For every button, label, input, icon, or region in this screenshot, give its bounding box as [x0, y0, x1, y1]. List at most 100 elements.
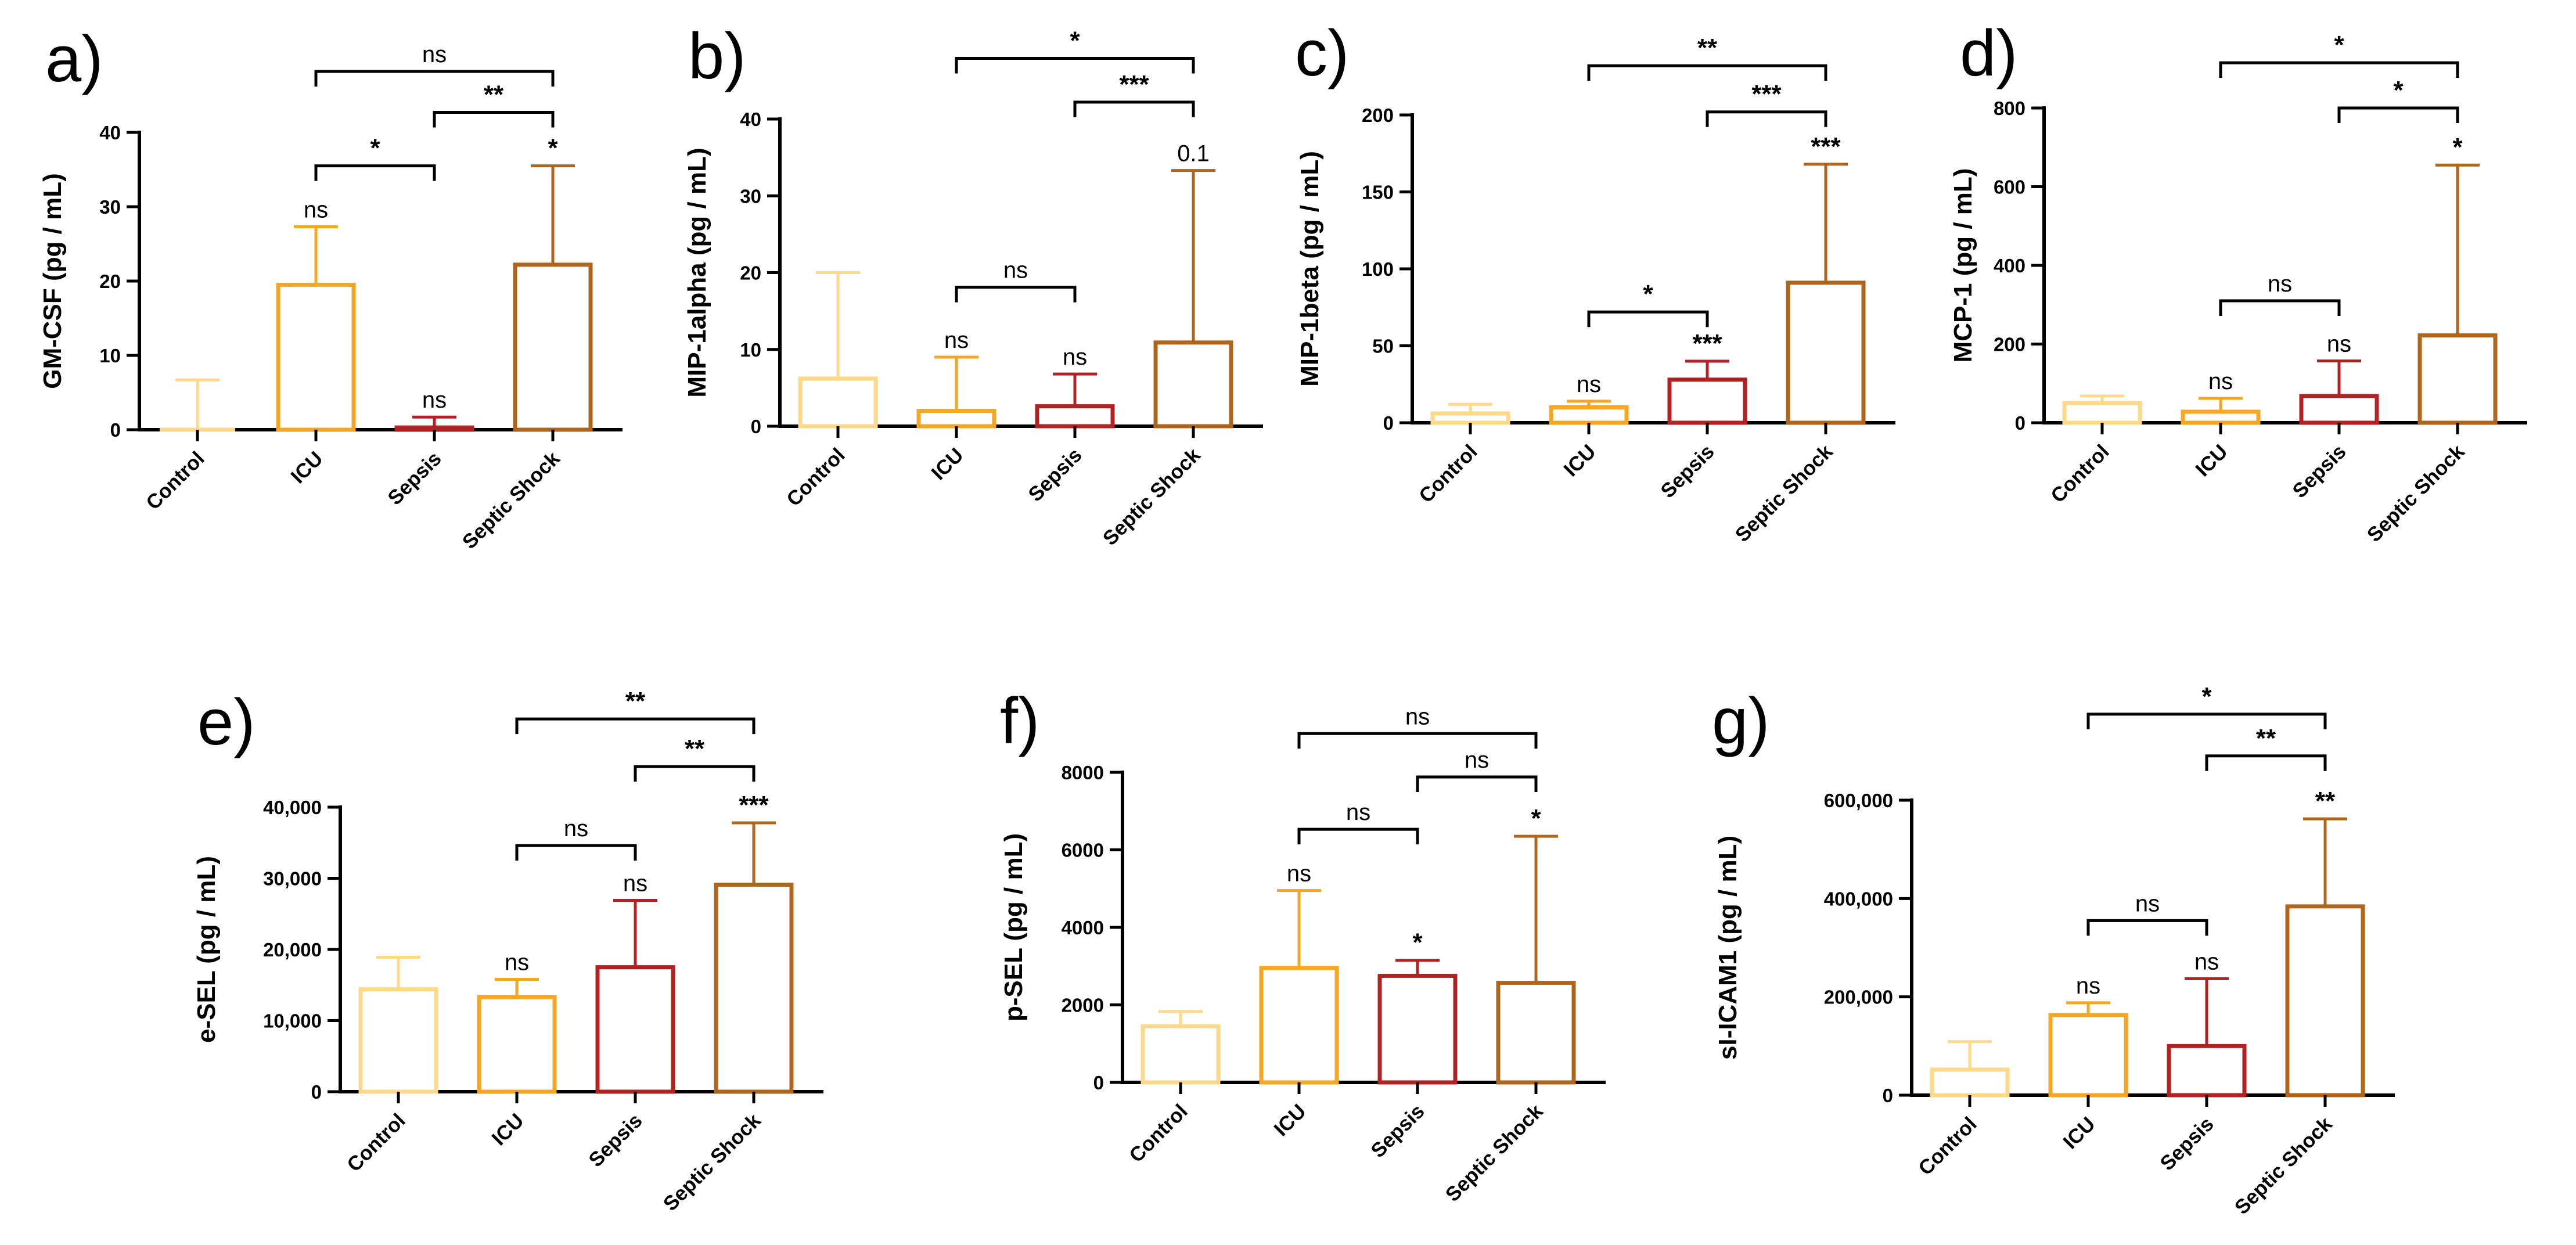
y-tick-label: 0 — [1883, 1085, 1893, 1106]
comparison-bracket — [634, 765, 755, 782]
y-tick-label: 30 — [740, 185, 761, 207]
y-tick-label: 100 — [1362, 258, 1394, 280]
bracket-label: ** — [685, 735, 705, 763]
bracket-label: ** — [1697, 34, 1718, 62]
significance-label: ns — [2327, 332, 2351, 357]
y-tick-label: 6000 — [1062, 840, 1104, 861]
y-tick-label: 0 — [1383, 412, 1394, 434]
significance-label: ns — [304, 197, 328, 223]
category-label: ICU — [487, 1109, 528, 1150]
panel-label: b) — [688, 20, 746, 92]
panel-label: c) — [1295, 17, 1349, 89]
y-tick-label: 40 — [740, 109, 761, 130]
bar-control — [1141, 1024, 1221, 1085]
bracket-label: *** — [1119, 70, 1149, 99]
comparison-bracket — [2219, 299, 2341, 316]
bar-sepsis — [2299, 394, 2379, 425]
bracket-label: * — [2201, 682, 2212, 711]
bar-control — [1930, 1067, 2010, 1098]
category-label: Septic Shock — [2230, 1113, 2337, 1219]
y-axis-title: p-SEL (pg / mL) — [999, 833, 1028, 1021]
bracket-label: * — [1643, 280, 1653, 308]
category-label: Sepsis — [584, 1109, 646, 1171]
bracket-label: ns — [2268, 271, 2292, 297]
significance-label: ns — [1063, 344, 1087, 370]
y-tick-label: 20 — [740, 262, 761, 284]
bar-septic-shock — [2417, 333, 2498, 425]
significance-label: * — [548, 134, 558, 163]
comparison-bracket — [1297, 827, 1419, 845]
category-label: ICU — [286, 447, 327, 488]
bar-control — [2062, 401, 2142, 425]
bracket-label: ns — [1465, 747, 1489, 773]
bracket-label: *** — [1751, 80, 1782, 109]
comparison-bracket — [314, 70, 555, 87]
category-label: Control — [1125, 1100, 1192, 1167]
significance-label: ns — [1577, 372, 1601, 397]
bracket-label: ns — [422, 42, 447, 67]
y-tick-label: 200 — [1362, 105, 1394, 126]
bracket-label: ns — [1346, 800, 1370, 825]
bar-septic-shock — [513, 262, 593, 432]
y-tick-label: 0 — [110, 419, 121, 441]
comparison-bracket — [515, 717, 755, 735]
y-axis-title: GM-CSF (pg / mL) — [38, 173, 67, 389]
y-tick-label: 400,000 — [1824, 888, 1893, 909]
significance-label: ns — [422, 387, 447, 413]
significance-label: ns — [623, 870, 647, 896]
significance-label: *** — [1811, 132, 1841, 161]
comparison-bracket — [955, 286, 1077, 303]
y-tick-label: 40 — [99, 122, 121, 143]
bracket-label: ns — [1405, 704, 1430, 729]
comparison-bracket — [1587, 310, 1709, 328]
panel-label: a) — [45, 23, 103, 95]
panel-label: g) — [1712, 685, 1770, 757]
category-label: Sepsis — [2156, 1113, 2218, 1175]
significance-label: *** — [739, 791, 769, 819]
panel-label: d) — [1960, 17, 2018, 89]
chart-panel-1: a) GM-CSF (pg / mL) 0 10 20 30 40 Control ICU ns S… — [38, 23, 623, 553]
y-tick-label: 2000 — [1062, 995, 1104, 1016]
bar-icu — [477, 995, 557, 1094]
category-label: ICU — [2191, 440, 2232, 481]
y-tick-label: 10 — [99, 345, 121, 366]
bar-icu — [1549, 405, 1629, 425]
category-label: Septic Shock — [1099, 444, 1205, 550]
significance-label: ** — [2315, 787, 2336, 815]
category-label: ICU — [1269, 1100, 1310, 1140]
category-label: Septic Shock — [1731, 440, 1837, 546]
chart-panel-5: e) e-SEL (pg / mL) 0 10,000 20,000 30,000 40,0… — [192, 686, 823, 1215]
y-tick-label: 800 — [1994, 98, 2025, 119]
y-tick-label: 10,000 — [263, 1010, 322, 1032]
y-tick-label: 20 — [99, 271, 121, 292]
category-label: Control — [142, 447, 209, 514]
bar-icu — [916, 409, 996, 429]
category-label: Sepsis — [383, 447, 445, 509]
bracket-label: * — [2393, 76, 2404, 105]
comparison-bracket — [2219, 61, 2459, 78]
comparison-bracket — [2086, 919, 2208, 936]
category-label: Control — [1914, 1113, 1981, 1180]
category-label: Control — [343, 1109, 410, 1176]
category-label: Septic Shock — [458, 447, 564, 553]
category-label: Control — [1415, 440, 1482, 508]
bracket-label: ns — [2135, 891, 2160, 916]
chart-panel-2: b) MIP-1alpha (pg / mL) 0 10 20 30 40 Control IC… — [683, 20, 1263, 550]
panel-label: e) — [197, 686, 256, 758]
comparison-bracket — [314, 164, 436, 181]
y-tick-label: 600 — [1994, 177, 2025, 198]
y-tick-label: 150 — [1362, 182, 1394, 203]
bar-sepsis — [1667, 377, 1747, 425]
comparison-bracket — [515, 844, 637, 861]
bar-septic-shock — [1786, 280, 1866, 425]
category-label: Control — [2046, 440, 2114, 508]
y-tick-label: 0 — [311, 1081, 322, 1103]
significance-label: * — [2452, 133, 2463, 161]
comparison-bracket — [955, 57, 1195, 74]
significance-label: ns — [505, 949, 529, 975]
category-label: ICU — [1559, 440, 1600, 481]
bar-septic-shock — [1153, 340, 1233, 429]
chart-panel-4: d) MCP-1 (pg / mL) 0 200 400 600 800 Control ICU… — [1949, 17, 2527, 546]
y-tick-label: 10 — [740, 339, 761, 361]
category-label: Sepsis — [2288, 440, 2350, 502]
